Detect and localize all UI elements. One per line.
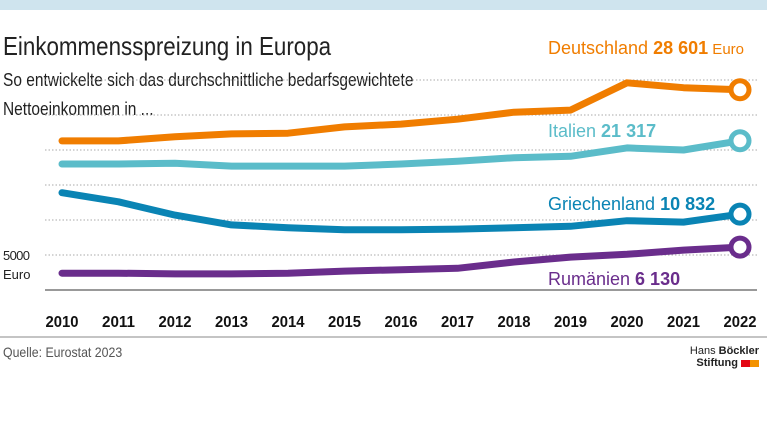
series-line-griechenland — [58, 189, 744, 234]
series-line-italien — [58, 137, 744, 170]
series-value: 28 601 — [653, 38, 708, 58]
end-marker — [728, 129, 752, 153]
end-marker — [728, 235, 752, 259]
series-line-rumänien — [58, 243, 744, 278]
series-value: 10 832 — [660, 194, 715, 214]
chart-title: Einkommensspreizung in Europa — [3, 31, 332, 61]
x-tick-label: 2010 — [46, 314, 79, 331]
x-tick-label: 2011 — [102, 314, 135, 331]
series-name: Griechenland — [548, 194, 660, 214]
source-note: Quelle: Eurostat 2023 — [3, 344, 123, 360]
series-name: Italien — [548, 121, 601, 141]
series-label: Deutschland 28 601 Euro — [548, 38, 744, 58]
x-tick-label: 2017 — [441, 314, 474, 331]
series-label: Rumänien 6 130 — [548, 269, 680, 289]
series-line-deutschland — [58, 79, 744, 145]
series-value: 21 317 — [601, 121, 656, 141]
end-marker — [728, 78, 752, 102]
end-marker — [728, 202, 752, 226]
chart-subtitle-line2: Nettoeinkommen in ... — [3, 99, 154, 119]
series-value: 6 130 — [635, 269, 680, 289]
x-tick-label: 2013 — [215, 314, 248, 331]
x-tick-label: 2012 — [159, 314, 192, 331]
x-tick-label: 2015 — [328, 314, 361, 331]
series-label: Italien 21 317 — [548, 121, 656, 141]
x-tick-label: 2016 — [385, 314, 418, 331]
series-name: Deutschland — [548, 38, 653, 58]
series-unit: Euro — [708, 41, 744, 58]
x-tick-label: 2018 — [498, 314, 531, 331]
x-tick-label: 2014 — [272, 314, 305, 331]
series-name: Rumänien — [548, 269, 635, 289]
chart-subtitle-line1: So entwickelte sich das durchschnittlich… — [3, 70, 414, 90]
line-chart: 5000 Euro 2010 2011 2012 2013 2014 2015 2016 2017… — [0, 38, 767, 338]
x-tick-label: 2021 — [667, 314, 700, 331]
x-tick-label: 2020 — [611, 314, 644, 331]
y-unit-label: Euro — [3, 267, 30, 282]
hans-boeckler-stiftung-logo: Hans Böckler Stiftung — [689, 345, 759, 369]
x-tick-label: 2022 — [724, 314, 757, 331]
x-tick-label: 2019 — [554, 314, 587, 331]
top-bar — [0, 0, 767, 10]
y-tick-label: 5000 — [3, 248, 30, 263]
series-label: Griechenland 10 832 — [548, 194, 715, 214]
